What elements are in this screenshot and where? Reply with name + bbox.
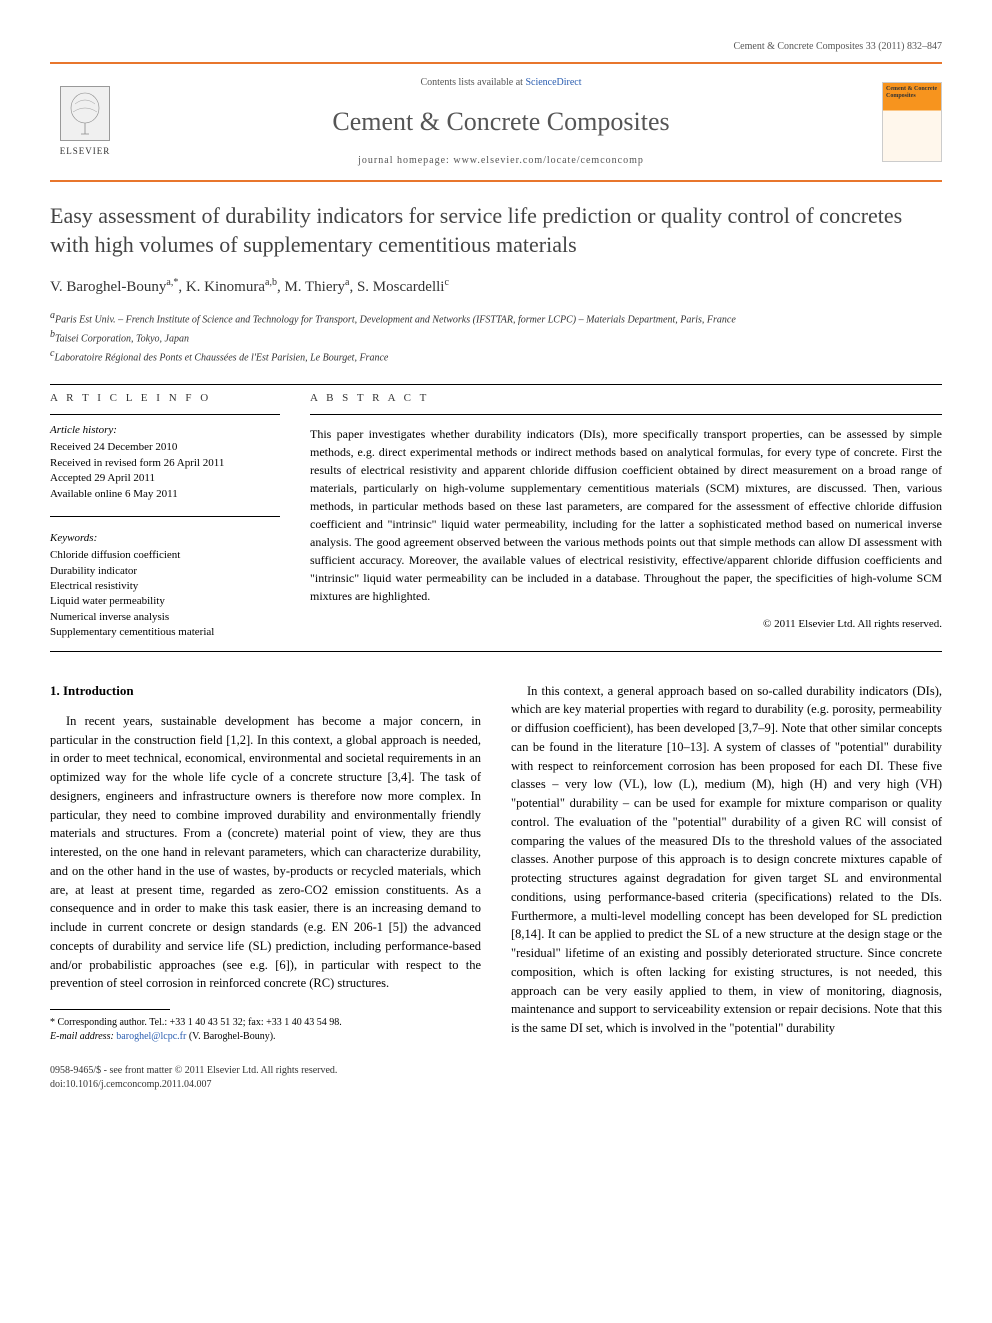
sciencedirect-link[interactable]: ScienceDirect [525, 77, 581, 88]
journal-banner: ELSEVIER Contents lists available at Sci… [50, 62, 942, 182]
elsevier-tree-icon [60, 86, 110, 141]
abstract-text: This paper investigates whether durabili… [310, 425, 942, 605]
body-two-column: 1. Introduction In recent years, sustain… [50, 682, 942, 1044]
banner-center: Contents lists available at ScienceDirec… [140, 76, 862, 168]
info-abstract-row: A R T I C L E I N F O Article history: R… [50, 391, 942, 641]
affiliation-c: cLaboratoire Régional des Ponts et Chaus… [50, 346, 942, 365]
author-list: V. Baroghel-Bounya,*, K. Kinomuraa,b, M.… [50, 276, 942, 298]
keyword: Supplementary cementitious material [50, 625, 280, 640]
revised-date: Received in revised form 26 April 2011 [50, 456, 280, 471]
keyword: Chloride diffusion coefficient [50, 548, 280, 563]
footnote-divider [50, 1009, 170, 1010]
article-info-column: A R T I C L E I N F O Article history: R… [50, 391, 280, 641]
author-4: , S. Moscardelli [349, 279, 444, 295]
abstract-heading: A B S T R A C T [310, 391, 942, 406]
page-container: Cement & Concrete Composites 33 (2011) 8… [0, 0, 992, 1132]
article-title: Easy assessment of durability indicators… [50, 202, 942, 259]
email-label: E-mail address: [50, 1031, 114, 1042]
issn-line: 0958-9465/$ - see front matter © 2011 El… [50, 1064, 942, 1078]
keywords-label: Keywords: [50, 531, 280, 546]
corresponding-author-footnote: * Corresponding author. Tel.: +33 1 40 4… [50, 1016, 481, 1044]
abstract-column: A B S T R A C T This paper investigates … [310, 391, 942, 641]
divider [50, 384, 942, 385]
affiliations-block: aParis Est Univ. – French Institute of S… [50, 308, 942, 366]
article-info-heading: A R T I C L E I N F O [50, 391, 280, 406]
right-column: In this context, a general approach base… [511, 682, 942, 1044]
email-line: E-mail address: baroghel@lcpc.fr (V. Bar… [50, 1030, 481, 1044]
homepage-label: journal homepage: [358, 155, 450, 166]
keyword: Electrical resistivity [50, 579, 280, 594]
doi-line: doi:10.1016/j.cemconcomp.2011.04.007 [50, 1078, 942, 1092]
publisher-logo: ELSEVIER [50, 82, 120, 162]
publisher-name: ELSEVIER [60, 145, 111, 158]
email-address[interactable]: baroghel@lcpc.fr [116, 1031, 186, 1042]
received-date: Received 24 December 2010 [50, 440, 280, 455]
corresponding-contact: * Corresponding author. Tel.: +33 1 40 4… [50, 1016, 481, 1030]
author-1: V. Baroghel-Bouny [50, 279, 166, 295]
divider [50, 651, 942, 652]
journal-homepage-line: journal homepage: www.elsevier.com/locat… [140, 154, 862, 168]
page-footer: 0958-9465/$ - see front matter © 2011 El… [50, 1064, 942, 1092]
journal-cover-thumbnail: Cement & Concrete Composites [882, 82, 942, 162]
section-heading-introduction: 1. Introduction [50, 682, 481, 700]
contents-label: Contents lists available at [420, 77, 522, 88]
author-4-affiliation: c [444, 277, 448, 288]
online-date: Available online 6 May 2011 [50, 487, 280, 502]
journal-title: Cement & Concrete Composites [140, 104, 862, 140]
history-label: Article history: [50, 423, 280, 438]
affiliation-b: bTaisei Corporation, Tokyo, Japan [50, 327, 942, 346]
email-author-name: (V. Baroghel-Bouny). [189, 1031, 276, 1042]
author-2-affiliation: a,b [265, 277, 277, 288]
affiliation-a: aParis Est Univ. – French Institute of S… [50, 308, 942, 327]
accepted-date: Accepted 29 April 2011 [50, 471, 280, 486]
citation-header: Cement & Concrete Composites 33 (2011) 8… [50, 40, 942, 54]
author-3: , M. Thiery [277, 279, 345, 295]
abstract-copyright: © 2011 Elsevier Ltd. All rights reserved… [310, 617, 942, 632]
body-paragraph: In recent years, sustainable development… [50, 712, 481, 993]
body-paragraph: In this context, a general approach base… [511, 682, 942, 1038]
contents-available-line: Contents lists available at ScienceDirec… [140, 76, 862, 90]
author-2: , K. Kinomura [178, 279, 265, 295]
keyword: Durability indicator [50, 564, 280, 579]
keyword: Liquid water permeability [50, 594, 280, 609]
left-column: 1. Introduction In recent years, sustain… [50, 682, 481, 1044]
homepage-url[interactable]: www.elsevier.com/locate/cemconcomp [453, 155, 644, 166]
cover-title: Cement & Concrete Composites [886, 86, 938, 99]
keyword: Numerical inverse analysis [50, 610, 280, 625]
